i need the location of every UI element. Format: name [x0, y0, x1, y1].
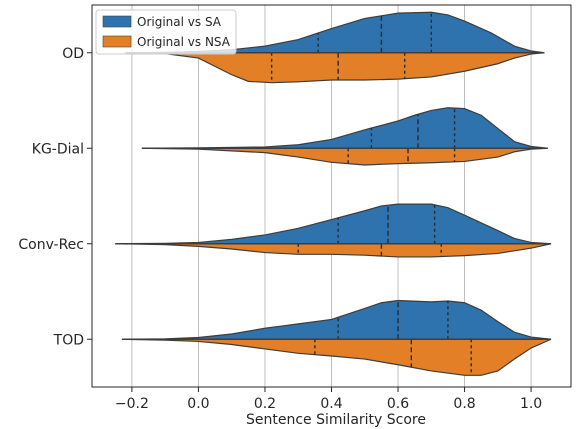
x-tick-label: 0.2: [254, 396, 276, 412]
violin-original-vs-sa-kg-dial: [141, 107, 548, 149]
x-tick-label: −0.2: [115, 396, 149, 412]
legend-label-original-vs-nsa: Original vs NSA: [137, 35, 231, 49]
x-axis-title: Sentence Similarity Score: [246, 412, 426, 428]
y-tick-label-kg-dial: KG-Dial: [32, 141, 84, 157]
x-tick-label: 0.6: [387, 396, 409, 412]
x-tick-label: 0.8: [453, 396, 475, 412]
y-tick-label-od: OD: [62, 46, 84, 62]
violin-original-vs-nsa-od: [125, 52, 545, 84]
violin-original-vs-nsa-conv-rec: [115, 243, 552, 258]
violins: [115, 11, 552, 376]
violin-original-vs-sa-conv-rec: [115, 203, 552, 245]
violin-original-vs-nsa-tod: [121, 338, 552, 376]
x-tick-label: 0.0: [187, 396, 209, 412]
legend-label-original-vs-sa: Original vs SA: [137, 15, 222, 29]
y-axis-ticks: OD KG-Dial Conv-Rec TOD: [18, 46, 92, 348]
legend-swatch-original-vs-sa: [102, 15, 132, 28]
violin-original-vs-sa-tod: [121, 299, 552, 340]
legend: Original vs SA Original vs NSA: [95, 9, 237, 55]
legend-swatch-original-vs-nsa: [102, 35, 132, 48]
y-tick-label-tod: TOD: [53, 332, 84, 348]
violin-original-vs-nsa-kg-dial: [141, 147, 548, 166]
x-tick-label: 1.0: [520, 396, 542, 412]
y-tick-label-conv-rec: Conv-Rec: [18, 237, 84, 253]
x-tick-label: 0.4: [320, 396, 342, 412]
x-axis-ticks: −0.2 0.0 0.2 0.4 0.6 0.8 1.0: [115, 387, 542, 412]
